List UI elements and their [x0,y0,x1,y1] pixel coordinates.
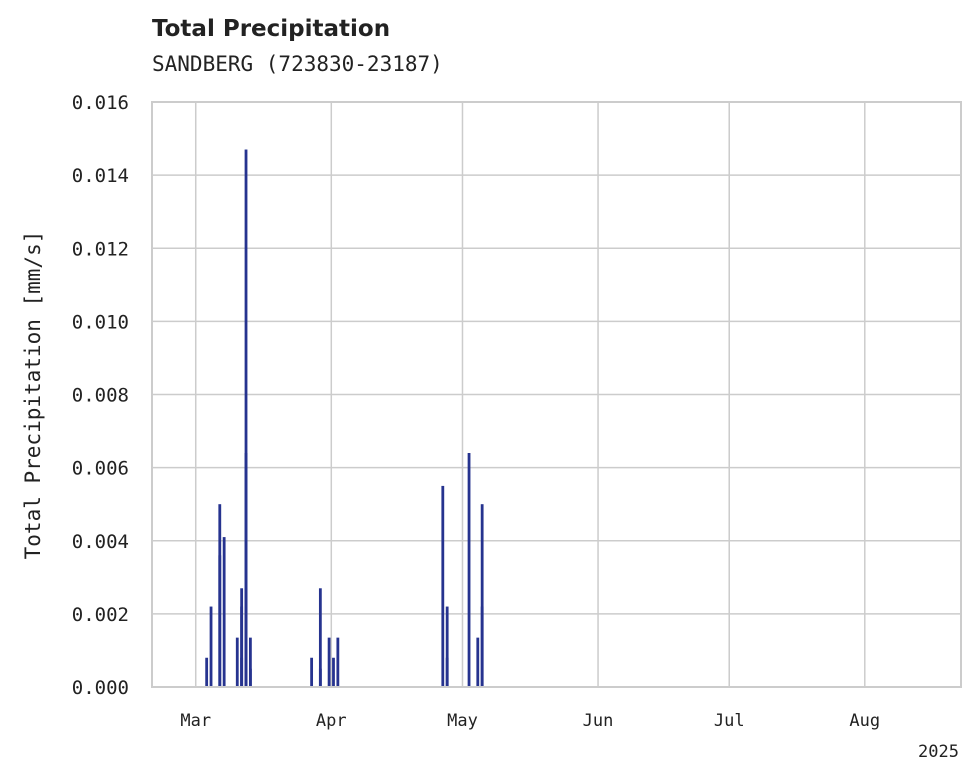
y-tick-label: 0.008 [72,385,129,407]
precipitation-bar [218,555,222,687]
precipitation-bar [441,485,445,687]
x-tick-label: Apr [316,711,347,731]
x-tick-label: Aug [849,711,880,731]
precipitation-bar [318,588,322,687]
x-tick-label: May [447,711,478,731]
precipitation-bar [244,149,248,687]
precipitation-bar [244,453,248,687]
precipitation-bar [467,453,471,687]
precipitation-bar [445,606,449,687]
precipitation-bar [480,606,484,687]
precipitation-bar [248,637,252,687]
precipitation-bar [240,606,244,687]
y-tick-label: 0.014 [72,165,129,187]
precipitation-bar [205,657,209,687]
precipitation-bar [332,657,335,687]
x-tick-label: Mar [180,711,211,731]
precipitation-bar [310,657,314,687]
precipitation-bar [476,637,480,687]
grid-lines [152,101,961,688]
x-axis-ticks: Mar Apr May Jun Jul Aug [180,711,880,731]
precipitation-bar [244,588,248,687]
x-tick-label: Jul [714,711,745,731]
plot-frame [151,101,962,688]
y-tick-label: 0.012 [72,238,129,260]
y-tick-label: 0.016 [72,92,129,114]
y-tick-label: 0.010 [72,311,129,333]
precipitation-bar [222,537,226,687]
precipitation-bar [480,504,484,687]
y-tick-label: 0.004 [72,531,129,553]
precipitation-bar [318,668,322,687]
x-tick-label: Jun [583,711,614,731]
y-axis-label: Total Precipitation [mm/s] [21,231,45,560]
y-tick-label: 0.006 [72,458,129,480]
y-axis-ticks: 0.000 0.002 0.004 0.006 0.008 0.010 0.012 0.014… [72,92,129,699]
y-tick-label: 0.000 [72,677,129,699]
precipitation-bars [205,149,484,687]
precipitation-bar [327,637,331,687]
precipitation-bar [445,657,449,687]
chart-subtitle: SANDBERG (723830-23187) [152,52,443,76]
y-tick-label: 0.002 [72,604,129,626]
precipitation-bar [235,637,239,687]
precipitation-bar [209,606,213,687]
chart-title: Total Precipitation [152,16,391,42]
x-axis-year-label: 2025 [918,742,959,762]
precipitation-bar [336,637,340,687]
precipitation-bar [248,668,252,687]
